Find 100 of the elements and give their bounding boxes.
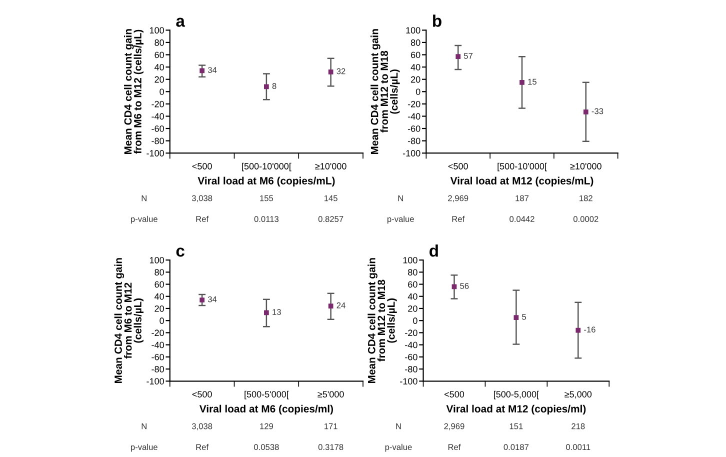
- point: [264, 84, 269, 90]
- data-label: -16: [584, 326, 596, 333]
- y-axis-title: Mean CD4 cell count gain from M12 to M18 (cells/µL): [368, 258, 397, 383]
- text: 0.0011: [566, 444, 590, 450]
- y-axis-title: Mean CD4 cell count gain from M12 to M18 (cells/µL): [370, 29, 400, 154]
- text: p-value: [387, 216, 414, 224]
- text: 3,038: [192, 195, 212, 202]
- y-axis-title: Mean CD4 cell count gain from M6 to M12 (cells/µL): [124, 29, 144, 154]
- data-label: 15: [528, 78, 536, 85]
- text: p-value: [131, 444, 158, 452]
- text: 151: [510, 423, 523, 430]
- text: p-value: [131, 216, 158, 224]
- point: [200, 298, 204, 302]
- text: 2,969: [448, 195, 468, 202]
- y-tick-label: 80: [154, 39, 164, 46]
- x-tick-label: ≥5,000: [564, 391, 592, 399]
- text: 0.8257: [318, 216, 344, 222]
- point: [456, 54, 461, 60]
- y-tick-label: 60: [154, 281, 164, 288]
- data-label: 56: [460, 283, 469, 289]
- chart-title: a: [176, 18, 186, 27]
- text: 171: [324, 423, 338, 430]
- x-tick-label: <500: [444, 391, 464, 398]
- y-tick-label: 40: [410, 64, 420, 70]
- y-tick-label: 100: [150, 27, 164, 34]
- x-tick-label: <500: [192, 391, 212, 398]
- point: [264, 310, 269, 316]
- y-tick-label: 0: [413, 318, 418, 324]
- y-tick-label: -60: [152, 354, 164, 360]
- text: 218: [572, 423, 585, 430]
- y-tick-label: -80: [152, 366, 164, 372]
- y-tick-label: 100: [403, 257, 418, 264]
- y-tick-label: -40: [152, 113, 164, 120]
- text: 187: [516, 195, 529, 202]
- x-tick-label: <500: [448, 163, 468, 170]
- point: [576, 328, 581, 333]
- y-tick-label: 60: [411, 52, 420, 58]
- x-tick-label: ≥5'000: [318, 391, 344, 398]
- point: [200, 68, 204, 74]
- text: 129: [260, 423, 273, 430]
- y-tick-label: -80: [405, 366, 418, 372]
- text: 182: [580, 195, 592, 202]
- x-tick-label: [500-5,000[: [494, 390, 539, 400]
- x-tick-label: <500: [192, 163, 212, 170]
- point: [583, 109, 588, 114]
- y-tick-label: -20: [408, 100, 420, 108]
- y-tick-label: -40: [152, 342, 164, 348]
- text: Ref: [196, 216, 209, 222]
- y-tick-label: 80: [408, 269, 418, 276]
- x-tick-label: [500-5'000[: [244, 390, 289, 400]
- data-label: 5: [522, 314, 526, 320]
- y-tick-label: -60: [152, 125, 164, 132]
- text: N: [142, 423, 146, 430]
- text: N: [396, 423, 401, 430]
- x-axis-title: Viral load at M6 (copies/ml): [199, 404, 333, 415]
- chart-title: b: [433, 14, 442, 27]
- x-tick-label: [500-10'000[: [498, 162, 547, 172]
- x-tick-label: ≥10'000: [570, 163, 602, 170]
- y-tick-label: 100: [150, 257, 164, 264]
- y-tick-label: 40: [154, 64, 164, 70]
- data-label: 34: [208, 296, 217, 302]
- y-tick-label: -60: [408, 125, 420, 132]
- data-label: 34: [208, 67, 217, 73]
- y-tick-label: -60: [405, 354, 418, 360]
- x-tick-label: ≥10'000: [315, 163, 346, 170]
- y-tick-label: 0: [160, 318, 164, 324]
- data-label: 13: [272, 309, 281, 315]
- x-tick-label: [500-10'000[: [242, 162, 292, 172]
- y-tick-label: 60: [154, 52, 164, 58]
- y-tick-label: -80: [408, 138, 420, 144]
- point: [514, 315, 519, 320]
- text: Ref: [448, 444, 461, 450]
- y-tick-label: 20: [154, 76, 164, 83]
- data-label: 8: [272, 83, 276, 89]
- point: [520, 80, 524, 85]
- chart-title: d: [430, 244, 438, 257]
- y-tick-label: 60: [408, 281, 418, 288]
- x-axis-title: Viral load at M12 (copies/mL): [450, 176, 594, 186]
- y-tick-label: -100: [402, 150, 420, 156]
- text: 155: [260, 195, 274, 202]
- y-tick-label: -100: [400, 378, 418, 384]
- text: Ref: [196, 444, 209, 450]
- y-axis-title: Mean CD4 cell count gain from M6 to M12 (cells/µL): [114, 258, 144, 383]
- y-tick-label: 20: [154, 305, 164, 312]
- text: 0.0538: [254, 444, 279, 450]
- point: [328, 304, 334, 308]
- y-tick-label: 20: [411, 76, 420, 83]
- point: [328, 70, 334, 74]
- data-label: -33: [592, 108, 604, 114]
- x-axis-title: Viral load at M6 (copies/mL): [198, 176, 335, 186]
- text: 3,038: [192, 423, 212, 430]
- text: Ref: [452, 216, 465, 222]
- y-tick-label: 0: [416, 88, 420, 95]
- y-tick-label: -20: [152, 330, 164, 336]
- text: N: [142, 195, 146, 202]
- y-tick-label: 40: [154, 293, 164, 300]
- y-tick-label: -40: [405, 342, 418, 348]
- data-label: 32: [336, 68, 346, 74]
- text: 2,969: [444, 423, 464, 430]
- text: p-value: [385, 444, 412, 452]
